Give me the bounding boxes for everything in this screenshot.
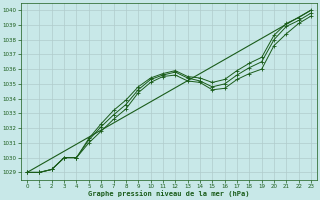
X-axis label: Graphe pression niveau de la mer (hPa): Graphe pression niveau de la mer (hPa): [88, 190, 250, 197]
